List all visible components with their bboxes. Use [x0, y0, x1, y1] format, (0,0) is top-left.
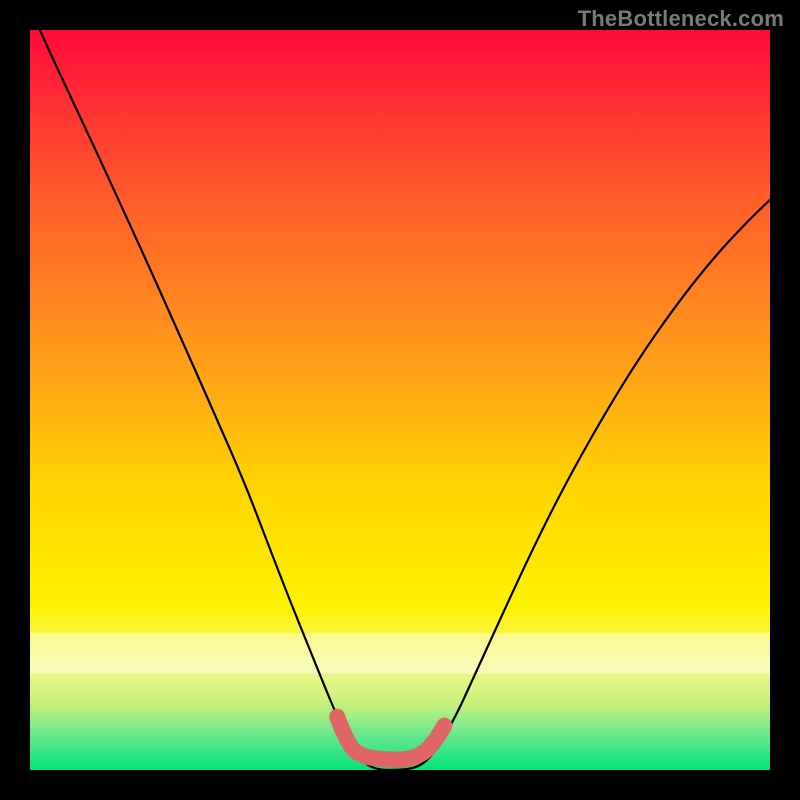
chart-canvas: TheBottleneck.com [0, 0, 800, 800]
watermark-text: TheBottleneck.com [578, 6, 784, 32]
plot-white-band [30, 633, 770, 674]
bottleneck-chart [0, 0, 800, 800]
